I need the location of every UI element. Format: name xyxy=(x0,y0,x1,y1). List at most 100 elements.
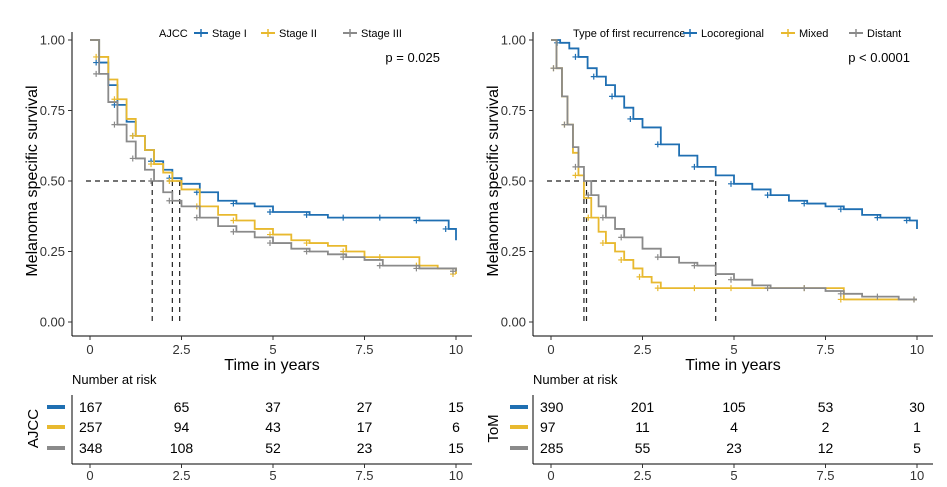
risk-x-tick-label: 0 xyxy=(86,468,93,483)
risk-count: 348 xyxy=(79,440,103,456)
risk-x-tick-label: 2.5 xyxy=(633,468,651,483)
risk-x-tick-label: 7.5 xyxy=(816,468,834,483)
series-line-0 xyxy=(551,39,918,229)
x-tick-label: 0 xyxy=(86,342,93,357)
y-tick-label: 0.00 xyxy=(501,315,526,330)
y-tick-label: 1.00 xyxy=(40,33,65,48)
x-tick-label: 2.5 xyxy=(633,342,651,357)
x-tick-label: 10 xyxy=(910,342,924,357)
y-tick-label: 0.75 xyxy=(501,103,526,118)
censor-mark xyxy=(230,200,237,207)
risk-x-tick-label: 5 xyxy=(730,468,737,483)
censor-mark xyxy=(166,178,173,184)
risk-count: 52 xyxy=(265,440,281,456)
risk-count: 30 xyxy=(909,399,925,415)
censor-mark xyxy=(303,211,310,218)
y-tick-label: 0.25 xyxy=(501,244,526,259)
censor-mark xyxy=(267,209,273,216)
censor-mark xyxy=(728,285,734,292)
censor-mark xyxy=(903,217,910,224)
risk-count: 94 xyxy=(174,419,190,435)
risk-table-title: Number at risk xyxy=(72,372,157,387)
risk-count: 17 xyxy=(357,419,373,435)
censor-mark xyxy=(599,214,606,221)
x-tick-label: 10 xyxy=(449,342,463,357)
censor-mark xyxy=(148,161,155,168)
risk-count: 12 xyxy=(818,440,834,456)
censor-mark xyxy=(376,262,383,269)
censor-mark xyxy=(874,293,881,300)
censor-mark xyxy=(303,240,310,247)
risk-table-title: Number at risk xyxy=(533,372,618,387)
censor-mark xyxy=(166,197,173,204)
legend-label: Distant xyxy=(867,28,901,40)
censor-mark xyxy=(691,163,698,170)
censor-mark xyxy=(111,121,118,128)
risk-table-group-label: AJCC xyxy=(25,409,42,448)
series-line-2 xyxy=(90,39,457,272)
y-tick-label: 0.00 xyxy=(40,315,65,330)
censor-mark xyxy=(728,276,734,283)
risk-count: 285 xyxy=(540,440,564,456)
risk-x-tick-label: 10 xyxy=(910,468,924,483)
censor-mark xyxy=(572,172,579,179)
y-axis-title: Melanoma specific survival xyxy=(24,85,41,276)
censor-mark xyxy=(93,53,100,60)
x-tick-label: 5 xyxy=(730,342,737,357)
censor-mark xyxy=(911,296,917,303)
censor-mark xyxy=(442,225,449,232)
censor-mark xyxy=(129,132,136,139)
risk-count: 201 xyxy=(631,399,655,415)
risk-count: 105 xyxy=(722,399,746,415)
risk-count: 97 xyxy=(540,419,556,435)
censor-mark xyxy=(590,73,597,80)
p-value: p < 0.0001 xyxy=(848,50,910,65)
censor-mark xyxy=(572,163,579,170)
censor-mark xyxy=(728,180,734,187)
legend-title: AJCC xyxy=(159,28,188,40)
x-axis-title: Time in years xyxy=(685,357,780,374)
censor-mark xyxy=(413,265,420,272)
censor-mark xyxy=(654,254,661,261)
censor-mark xyxy=(413,217,420,224)
censor-mark xyxy=(230,228,237,235)
risk-count: 65 xyxy=(174,399,190,415)
x-tick-label: 7.5 xyxy=(816,342,834,357)
censor-mark xyxy=(837,296,844,303)
censor-mark xyxy=(691,285,698,292)
censor-mark xyxy=(585,192,592,199)
censor-mark xyxy=(230,217,237,224)
censor-mark xyxy=(874,214,881,221)
risk-count: 390 xyxy=(540,399,564,415)
y-tick-label: 0.25 xyxy=(40,244,65,259)
risk-count: 15 xyxy=(448,440,464,456)
censor-mark xyxy=(267,240,273,247)
risk-count: 23 xyxy=(726,440,742,456)
censor-mark xyxy=(837,206,844,213)
risk-count: 53 xyxy=(818,399,834,415)
risk-x-tick-label: 7.5 xyxy=(355,468,373,483)
risk-count: 55 xyxy=(635,440,651,456)
risk-x-tick-label: 10 xyxy=(449,468,463,483)
risk-count: 257 xyxy=(79,419,103,435)
censor-mark xyxy=(599,240,606,247)
y-axis-title: Melanoma specific survival xyxy=(485,85,502,276)
censor-mark xyxy=(609,93,616,100)
risk-table-group-label: ToM xyxy=(485,414,502,442)
censor-mark xyxy=(376,214,383,221)
censor-mark xyxy=(636,273,643,280)
risk-count: 4 xyxy=(730,419,738,435)
censor-mark xyxy=(585,214,592,221)
censor-mark xyxy=(561,121,568,128)
x-axis-title: Time in years xyxy=(224,357,319,374)
censor-mark xyxy=(764,192,771,199)
risk-count: 2 xyxy=(822,419,830,435)
censor-mark xyxy=(340,254,347,261)
censor-mark xyxy=(691,262,698,269)
risk-count: 1 xyxy=(913,419,921,435)
censor-mark xyxy=(764,285,771,292)
series-line-2 xyxy=(551,39,917,301)
y-tick-label: 0.50 xyxy=(40,174,65,189)
